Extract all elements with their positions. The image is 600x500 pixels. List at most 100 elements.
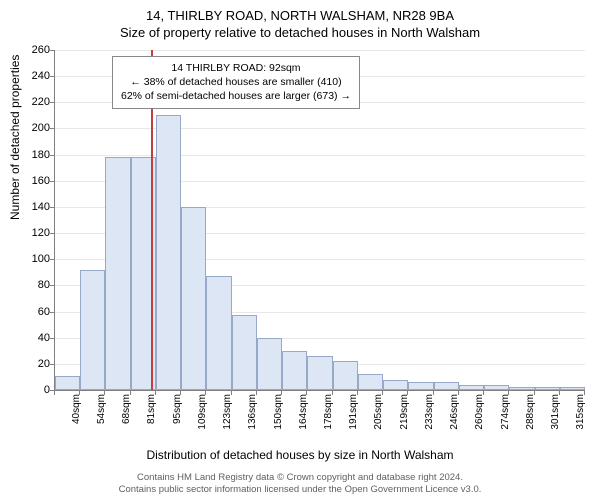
y-tick-mark xyxy=(50,181,55,182)
y-tick-mark xyxy=(50,233,55,234)
histogram-bar xyxy=(105,157,130,390)
x-tick-mark xyxy=(54,390,55,395)
histogram-bar xyxy=(484,385,509,390)
title-line-1: 14, THIRLBY ROAD, NORTH WALSHAM, NR28 9B… xyxy=(0,0,600,23)
x-tick-label: 301sqm xyxy=(550,394,561,430)
x-tick-mark xyxy=(559,390,560,395)
y-tick-label: 240 xyxy=(10,70,50,82)
footer-line-1: Contains HM Land Registry data © Crown c… xyxy=(137,472,463,483)
y-tick-label: 20 xyxy=(10,358,50,370)
x-tick-label: 219sqm xyxy=(399,394,410,430)
y-tick-label: 80 xyxy=(10,279,50,291)
y-tick-label: 260 xyxy=(10,44,50,56)
x-tick-label: 233sqm xyxy=(424,394,435,430)
y-tick-label: 100 xyxy=(10,253,50,265)
histogram-bar xyxy=(181,207,206,390)
y-tick-mark xyxy=(50,364,55,365)
x-tick-mark xyxy=(407,390,408,395)
plot-area: 14 THIRLBY ROAD: 92sqm← 38% of detached … xyxy=(54,50,585,391)
x-tick-label: 95sqm xyxy=(172,394,183,424)
footer-line-2: Contains public sector information licen… xyxy=(119,484,482,495)
footer-attribution: Contains HM Land Registry data © Crown c… xyxy=(0,472,600,496)
x-tick-label: 123sqm xyxy=(222,394,233,430)
y-tick-label: 160 xyxy=(10,175,50,187)
x-tick-label: 68sqm xyxy=(121,394,132,424)
title-line-2: Size of property relative to detached ho… xyxy=(0,23,600,40)
x-tick-label: 178sqm xyxy=(323,394,334,430)
y-tick-mark xyxy=(50,312,55,313)
y-tick-mark xyxy=(50,76,55,77)
histogram-bar xyxy=(156,115,181,390)
x-tick-mark xyxy=(155,390,156,395)
histogram-bar xyxy=(509,387,534,390)
x-tick-mark xyxy=(104,390,105,395)
histogram-bar xyxy=(80,270,105,390)
x-tick-label: 40sqm xyxy=(71,394,82,424)
x-tick-label: 246sqm xyxy=(449,394,460,430)
y-tick-label: 220 xyxy=(10,96,50,108)
histogram-bar xyxy=(257,338,282,390)
x-tick-mark xyxy=(180,390,181,395)
x-tick-label: 150sqm xyxy=(273,394,284,430)
x-tick-label: 205sqm xyxy=(373,394,384,430)
x-tick-mark xyxy=(306,390,307,395)
y-tick-label: 40 xyxy=(10,332,50,344)
y-tick-label: 140 xyxy=(10,201,50,213)
x-tick-mark xyxy=(433,390,434,395)
x-tick-mark xyxy=(458,390,459,395)
chart-container: 14, THIRLBY ROAD, NORTH WALSHAM, NR28 9B… xyxy=(0,0,600,500)
x-tick-mark xyxy=(332,390,333,395)
histogram-bar xyxy=(232,315,257,390)
y-tick-mark xyxy=(50,50,55,51)
x-axis-label: Distribution of detached houses by size … xyxy=(0,448,600,462)
y-tick-label: 120 xyxy=(10,227,50,239)
x-tick-mark xyxy=(382,390,383,395)
histogram-bar xyxy=(358,374,383,390)
y-tick-mark xyxy=(50,155,55,156)
histogram-bar xyxy=(206,276,231,390)
x-tick-mark xyxy=(483,390,484,395)
annotation-line: ← 38% of detached houses are smaller (41… xyxy=(121,75,351,89)
x-tick-mark xyxy=(130,390,131,395)
histogram-bar xyxy=(307,356,332,390)
x-tick-label: 54sqm xyxy=(96,394,107,424)
x-tick-mark xyxy=(256,390,257,395)
x-tick-mark xyxy=(281,390,282,395)
x-tick-label: 164sqm xyxy=(298,394,309,430)
grid-line xyxy=(55,50,585,51)
x-tick-mark xyxy=(79,390,80,395)
x-tick-label: 81sqm xyxy=(146,394,157,424)
x-tick-mark xyxy=(357,390,358,395)
x-tick-label: 136sqm xyxy=(247,394,258,430)
x-tick-mark xyxy=(534,390,535,395)
y-tick-label: 180 xyxy=(10,149,50,161)
x-tick-mark xyxy=(508,390,509,395)
y-tick-label: 200 xyxy=(10,122,50,134)
annotation-line: 62% of semi-detached houses are larger (… xyxy=(121,89,351,103)
x-tick-label: 260sqm xyxy=(474,394,485,430)
y-tick-mark xyxy=(50,259,55,260)
grid-line xyxy=(55,128,585,129)
y-tick-label: 60 xyxy=(10,306,50,318)
y-tick-mark xyxy=(50,128,55,129)
histogram-bar xyxy=(408,382,433,390)
x-tick-label: 315sqm xyxy=(575,394,586,430)
histogram-bar xyxy=(560,387,585,390)
chart-area: 14 THIRLBY ROAD: 92sqm← 38% of detached … xyxy=(54,50,584,420)
annotation-line: 14 THIRLBY ROAD: 92sqm xyxy=(121,61,351,75)
x-tick-label: 191sqm xyxy=(348,394,359,430)
x-tick-label: 274sqm xyxy=(500,394,511,430)
histogram-bar xyxy=(434,382,459,390)
y-tick-mark xyxy=(50,102,55,103)
x-tick-mark xyxy=(231,390,232,395)
y-tick-mark xyxy=(50,338,55,339)
y-tick-label: 0 xyxy=(10,384,50,396)
x-tick-label: 109sqm xyxy=(197,394,208,430)
x-tick-mark xyxy=(584,390,585,395)
y-tick-mark xyxy=(50,207,55,208)
histogram-bar xyxy=(459,385,484,390)
x-tick-mark xyxy=(205,390,206,395)
histogram-bar xyxy=(383,380,408,390)
histogram-bar xyxy=(333,361,358,390)
annotation-box: 14 THIRLBY ROAD: 92sqm← 38% of detached … xyxy=(112,56,360,109)
